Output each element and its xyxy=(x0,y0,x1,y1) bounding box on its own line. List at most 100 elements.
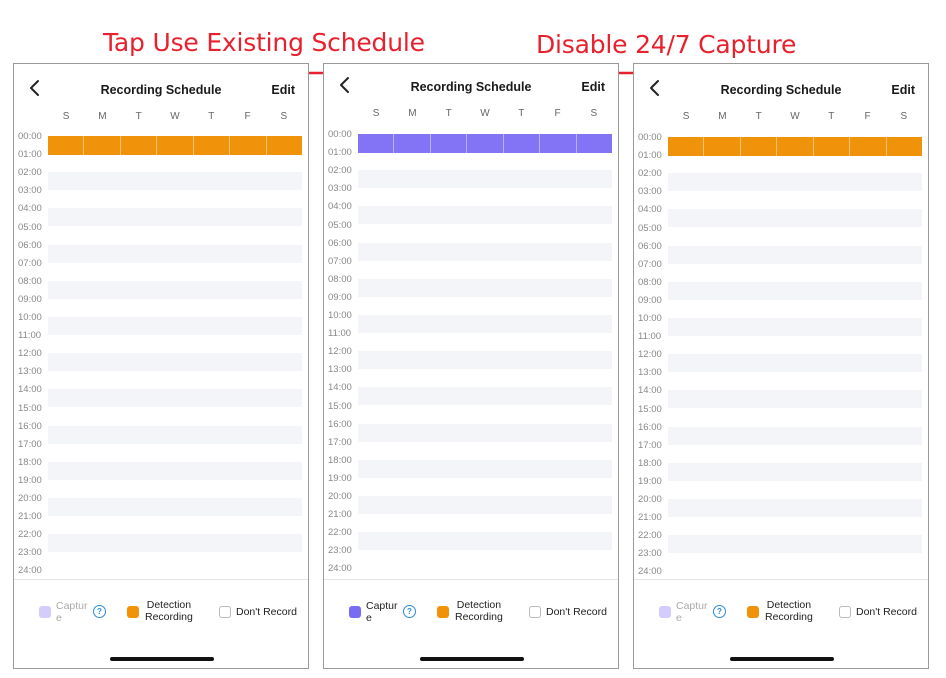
schedule-grid[interactable] xyxy=(358,134,612,568)
detection-swatch[interactable] xyxy=(437,606,449,618)
scheduled-cell[interactable] xyxy=(504,134,541,154)
hour-band[interactable] xyxy=(358,315,612,333)
hour-band[interactable] xyxy=(358,496,612,514)
scheduled-cell[interactable] xyxy=(777,137,814,157)
capture-label[interactable]: Captur e xyxy=(676,600,708,624)
hour-band[interactable] xyxy=(668,281,922,300)
edit-button[interactable]: Edit xyxy=(271,83,295,97)
detection-label[interactable]: Detection Recording xyxy=(145,599,193,623)
dont-record-label[interactable]: Don't Record xyxy=(236,606,297,618)
capture-swatch[interactable] xyxy=(659,606,671,618)
hour-label: 21:00 xyxy=(328,509,352,521)
scheduled-cell[interactable] xyxy=(850,137,887,157)
scheduled-cell[interactable] xyxy=(814,137,851,157)
chevron-left-icon[interactable] xyxy=(648,79,662,97)
scheduled-cell[interactable] xyxy=(577,134,612,153)
scheduled-cell[interactable] xyxy=(394,134,431,154)
dont-record-swatch[interactable] xyxy=(839,606,851,618)
hour-label: 10:00 xyxy=(638,313,662,324)
scheduled-cell[interactable] xyxy=(84,136,121,156)
scheduled-cell[interactable] xyxy=(157,136,194,156)
schedule-grid[interactable] xyxy=(48,136,302,570)
schedule-grid[interactable] xyxy=(668,137,922,571)
hour-band[interactable] xyxy=(48,534,302,553)
hour-band[interactable] xyxy=(358,351,612,370)
dont-record-label[interactable]: Don't Record xyxy=(856,606,917,618)
hour-band[interactable] xyxy=(668,535,922,554)
detection-swatch[interactable] xyxy=(127,606,139,618)
hour-label: 14:00 xyxy=(328,382,352,394)
scheduled-cell[interactable] xyxy=(48,136,85,156)
hour-band[interactable] xyxy=(668,318,922,336)
hour-label: 10:00 xyxy=(328,310,352,321)
hour-band[interactable] xyxy=(668,245,922,264)
hour-band[interactable] xyxy=(668,426,922,445)
divider xyxy=(14,579,308,580)
scheduled-cell[interactable] xyxy=(887,137,922,156)
capture-swatch[interactable] xyxy=(39,606,51,618)
hour-band[interactable] xyxy=(48,208,302,227)
schedule-header: Recording Schedule Edit xyxy=(324,64,618,106)
hour-label: 06:00 xyxy=(638,240,662,252)
scheduled-cell[interactable] xyxy=(121,136,158,156)
hour-band[interactable] xyxy=(358,206,612,225)
hour-band[interactable] xyxy=(358,242,612,261)
hour-band[interactable] xyxy=(668,499,922,517)
hour-band[interactable] xyxy=(48,389,302,408)
hour-band[interactable] xyxy=(668,354,922,373)
scheduled-block[interactable] xyxy=(358,134,612,154)
capture-swatch[interactable] xyxy=(349,606,361,618)
scheduled-cell[interactable] xyxy=(194,136,231,156)
hour-band[interactable] xyxy=(358,459,612,478)
scheduled-block[interactable] xyxy=(48,136,302,156)
hour-band[interactable] xyxy=(668,462,922,481)
hour-band[interactable] xyxy=(358,423,612,442)
hour-band[interactable] xyxy=(358,532,612,551)
detection-label[interactable]: Detection Recording xyxy=(765,599,813,623)
hour-band[interactable] xyxy=(48,317,302,335)
scheduled-cell[interactable] xyxy=(704,137,741,157)
help-circle-icon[interactable]: ? xyxy=(403,605,416,618)
edit-button[interactable]: Edit xyxy=(891,83,915,97)
page-title: Recording Schedule xyxy=(100,83,222,97)
dont-record-label[interactable]: Don't Record xyxy=(546,606,607,618)
scheduled-block[interactable] xyxy=(668,137,922,157)
hour-band[interactable] xyxy=(48,461,302,480)
hour-band[interactable] xyxy=(48,425,302,444)
hour-band[interactable] xyxy=(358,170,612,189)
edit-button[interactable]: Edit xyxy=(581,80,605,94)
detection-label-line: Recording xyxy=(455,611,503,623)
capture-label[interactable]: Captur e xyxy=(56,600,88,624)
hour-band[interactable] xyxy=(48,498,302,516)
hour-label: 02:00 xyxy=(638,168,662,180)
hour-label: 09:00 xyxy=(638,294,662,306)
hour-band[interactable] xyxy=(48,244,302,263)
scheduled-cell[interactable] xyxy=(230,136,267,156)
help-circle-icon[interactable]: ? xyxy=(93,605,106,618)
capture-label[interactable]: Captur e xyxy=(366,600,398,624)
hour-band[interactable] xyxy=(358,387,612,406)
hour-band[interactable] xyxy=(48,353,302,372)
detection-label[interactable]: Detection Recording xyxy=(455,599,503,623)
scheduled-cell[interactable] xyxy=(668,137,705,157)
detection-swatch[interactable] xyxy=(747,606,759,618)
hour-band[interactable] xyxy=(668,390,922,409)
help-circle-icon[interactable]: ? xyxy=(713,605,726,618)
chevron-left-icon[interactable] xyxy=(28,79,42,97)
dont-record-swatch[interactable] xyxy=(529,606,541,618)
scheduled-cell[interactable] xyxy=(267,136,302,155)
hour-band[interactable] xyxy=(48,172,302,191)
scheduled-cell[interactable] xyxy=(467,134,504,154)
hour-band[interactable] xyxy=(668,209,922,228)
scheduled-cell[interactable] xyxy=(431,134,468,154)
scheduled-cell[interactable] xyxy=(540,134,577,154)
detection-label-line: Detection xyxy=(766,599,812,611)
hour-band[interactable] xyxy=(668,173,922,192)
scheduled-cell[interactable] xyxy=(741,137,778,157)
hour-band[interactable] xyxy=(48,280,302,299)
hour-band[interactable] xyxy=(358,278,612,297)
chevron-left-icon[interactable] xyxy=(338,76,352,94)
dont-record-swatch[interactable] xyxy=(219,606,231,618)
scheduled-cell[interactable] xyxy=(358,134,395,154)
hour-label: 00:00 xyxy=(328,129,352,140)
